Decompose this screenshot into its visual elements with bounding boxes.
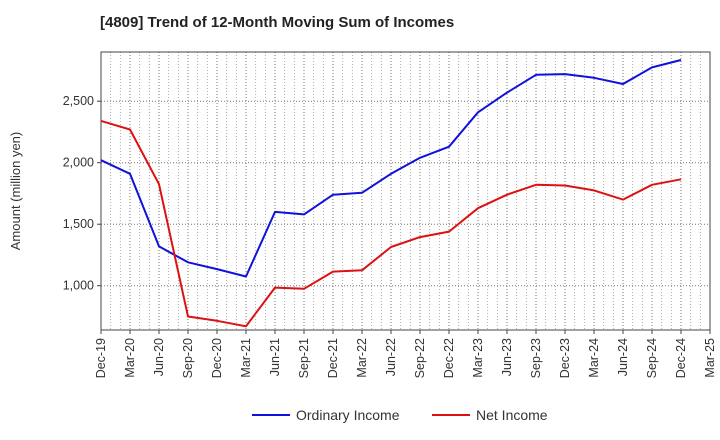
x-tick-label: Mar-24	[587, 338, 601, 378]
x-tick-label: Dec-22	[442, 338, 456, 378]
x-tick-label: Dec-20	[210, 338, 224, 378]
x-tick-label: Sep-21	[297, 338, 311, 378]
chart-title: [4809] Trend of 12-Month Moving Sum of I…	[100, 14, 455, 31]
x-tick-label: Dec-19	[94, 338, 108, 378]
legend-label: Net Income	[476, 407, 548, 423]
x-tick-label: Jun-24	[616, 338, 630, 376]
y-tick-label: 1,500	[63, 217, 94, 231]
x-tick-label: Sep-22	[413, 338, 427, 378]
plot-frame	[100, 51, 711, 331]
x-tick-label: Jun-22	[384, 338, 398, 376]
x-tick-label: Mar-20	[123, 338, 137, 378]
x-tick-label: Sep-24	[645, 338, 659, 378]
x-tick-label: Jun-21	[268, 338, 282, 376]
x-tick-label: Jun-20	[152, 338, 166, 376]
y-tick-label: 1,000	[63, 279, 94, 293]
x-tick-label: Mar-25	[703, 338, 717, 378]
x-tick-label: Mar-23	[471, 338, 485, 378]
y-axis-label: Amount (million yen)	[8, 132, 23, 251]
y-tick-label: 2,000	[63, 156, 94, 170]
series-line-net-income	[100, 119, 682, 328]
x-tick-label: Sep-20	[181, 338, 195, 378]
x-tick-label: Dec-24	[674, 338, 688, 378]
x-tick-label: Mar-21	[239, 338, 253, 378]
y-tick-label: 2,500	[63, 94, 94, 108]
series-line-ordinary-income	[100, 59, 682, 278]
x-tick-label: Sep-23	[529, 338, 543, 378]
x-tick-label: Dec-21	[326, 338, 340, 378]
x-tick-label: Mar-22	[355, 338, 369, 378]
legend-label: Ordinary Income	[296, 407, 400, 423]
x-tick-label: Jun-23	[500, 338, 514, 376]
x-tick-label: Dec-23	[558, 338, 572, 378]
